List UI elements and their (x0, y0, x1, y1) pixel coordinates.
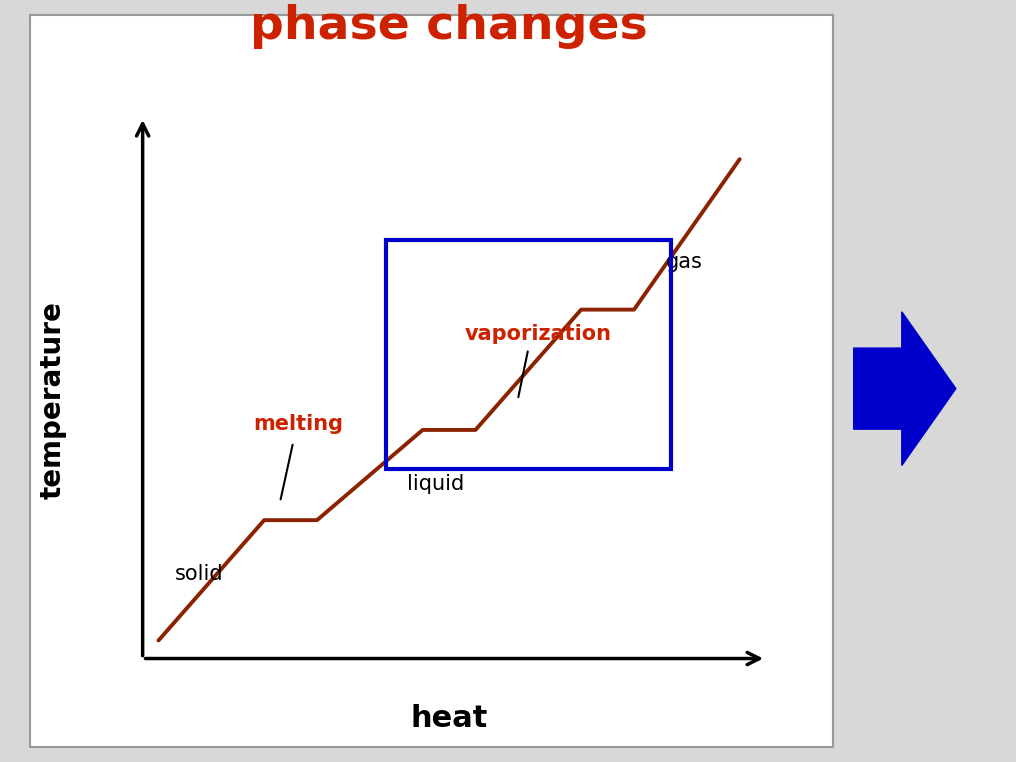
Text: phase changes: phase changes (250, 5, 648, 50)
Text: gas: gas (665, 251, 702, 271)
Text: melting: melting (254, 414, 343, 434)
Text: heat: heat (410, 704, 488, 733)
FancyArrow shape (853, 312, 956, 466)
Bar (386, 241, 671, 469)
Text: vaporization: vaporization (465, 324, 612, 344)
Text: temperature: temperature (39, 301, 67, 499)
Text: solid: solid (175, 565, 223, 584)
Text: liquid: liquid (406, 474, 464, 494)
